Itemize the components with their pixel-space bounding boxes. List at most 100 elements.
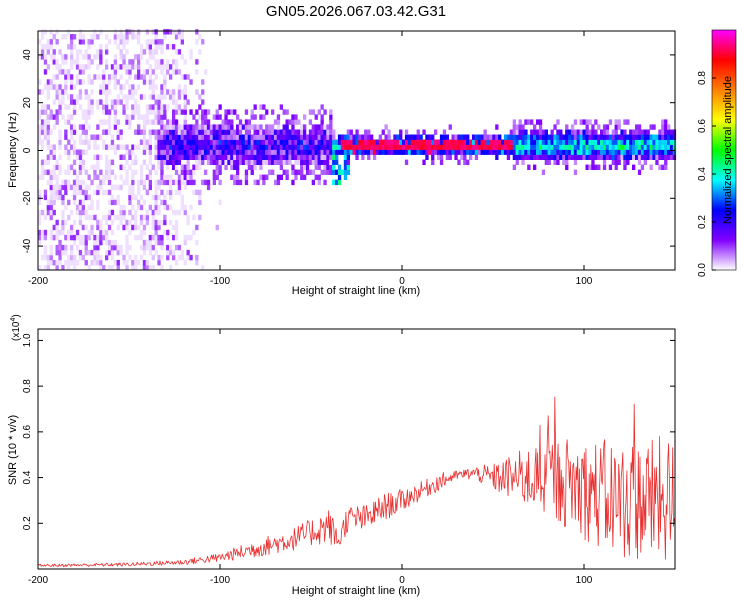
heatmap-cell [425,149,429,155]
heatmap-cell [43,194,48,201]
heatmap-cell [244,139,249,145]
heatmap-cell [192,129,196,135]
heatmap-cell [84,169,88,175]
heatmap-cell [340,139,345,145]
heatmap-cell [183,74,187,80]
heatmap-cell [110,265,115,271]
heatmap-cell [416,139,420,145]
heatmap-cell [250,139,254,145]
heatmap-cell [90,249,94,256]
heatmap-cell [169,44,173,50]
heatmap-cell [125,239,129,246]
heatmap-cell [332,149,336,155]
heatmap-cell [131,159,135,165]
heatmap-cell [58,229,62,236]
heatmap-cell [163,34,167,40]
heatmap-cell [116,260,120,266]
heatmap-cell [46,39,50,45]
heatmap-cell [84,189,88,196]
heatmap-cell [337,139,342,145]
heatmap-cell [151,164,155,170]
heatmap-cell [404,134,409,140]
heatmap-cell [81,204,85,211]
heatmap-cell [172,69,176,75]
heatmap-cell [96,219,100,226]
heatmap-cell [137,184,141,191]
heatmap-cell [372,144,377,150]
heatmap-cell [259,149,263,155]
heatmap-cell [154,224,158,231]
heatmap-cell [632,144,636,150]
heatmap-cell [247,149,251,155]
heatmap-cell [122,154,126,160]
heatmap-cell [233,154,237,160]
heatmap-cell [166,64,170,70]
heatmap-cell [180,204,184,211]
heatmap-cell [471,149,476,155]
heatmap-cell [102,174,106,180]
heatmap-cell [530,129,534,135]
heatmap-cell [46,49,50,55]
heatmap-cell [629,144,633,150]
heatmap-cell [215,139,219,145]
heatmap-cell [527,119,531,125]
heatmap-cell [163,104,167,110]
heatmap-cell [259,124,263,130]
heatmap-cell [364,134,368,140]
heatmap-cell [198,199,202,206]
heatmap-cell [125,169,129,175]
heatmap-cell [667,144,671,150]
heatmap-cell [326,144,330,150]
heatmap-cell [582,154,586,160]
heatmap-cell [282,124,286,130]
heatmap-cell [195,89,199,95]
heatmap-cell [244,149,249,155]
heatmap-cell [262,129,266,135]
heatmap-cell [67,229,71,236]
heatmap-cell [46,209,50,216]
heatmap-cell [122,204,126,211]
heatmap-cell [160,114,164,120]
heatmap-cell [166,234,170,241]
heatmap-cell [55,84,59,90]
heatmap-cell [579,139,583,145]
heatmap-cell [602,154,607,160]
heatmap-cell [343,174,348,180]
heatmap-cell [102,109,106,115]
heatmap-cell [489,134,493,140]
heatmap-cell [81,124,85,130]
heatmap-cell [139,139,144,145]
heatmap-cell [605,154,610,160]
heatmap-cell [145,139,149,145]
heatmap-cell [174,234,179,241]
heatmap-cell [538,119,543,125]
heatmap-cell [346,139,350,145]
heatmap-cell [172,94,176,100]
heatmap-cell [177,29,182,35]
heatmap-cell [119,184,123,191]
heatmap-cell [105,34,109,40]
heatmap-cell [40,124,45,130]
heatmap-cell [169,184,173,191]
heatmap-cell [317,124,321,130]
heatmap-cell [303,124,307,130]
heatmap-cell [134,260,138,266]
heatmap-cell [189,49,193,55]
heatmap-cell [198,214,202,221]
heatmap-cell [565,159,569,165]
heatmap-cell [439,154,444,160]
heatmap-cell [67,104,71,110]
heatmap-cell [145,189,149,196]
heatmap-cell [180,39,184,45]
heatmap-cell [154,34,158,40]
heatmap-cell [166,29,170,35]
heatmap-cell [75,64,80,70]
heatmap-cell [204,119,208,125]
heatmap-cell [38,189,42,196]
heatmap-cell [556,139,560,145]
heatmap-cell [87,204,91,211]
heatmap-cell [536,144,540,150]
heatmap-cell [49,199,53,206]
heatmap-cell [105,229,109,236]
heatmap-cell [134,219,138,226]
